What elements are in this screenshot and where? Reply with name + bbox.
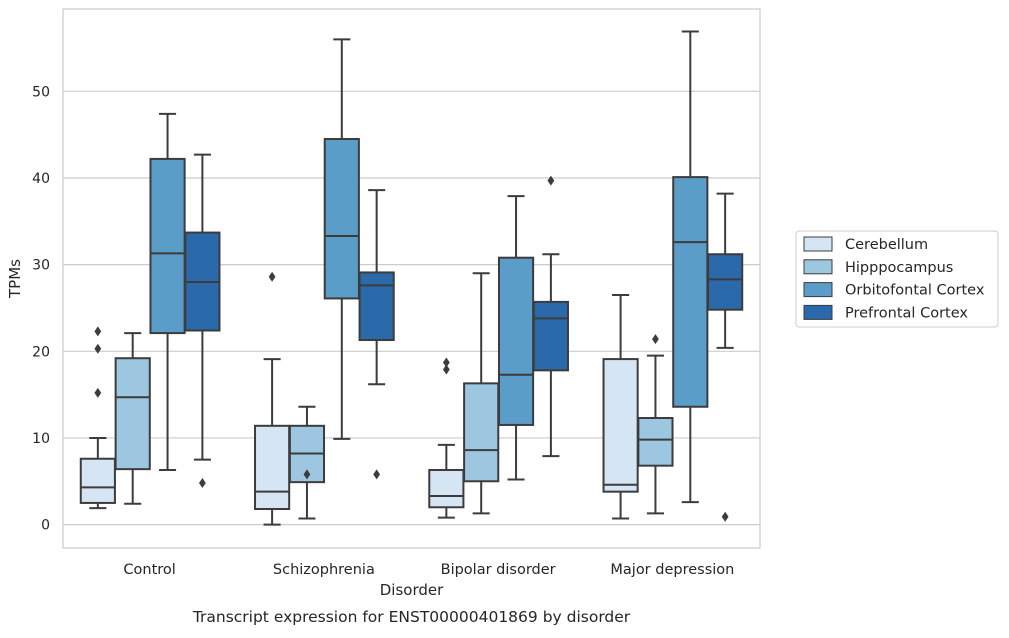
box-orbitofontal-cortex <box>672 30 709 504</box>
box-iqr <box>463 382 500 483</box>
legend-label: Hipppocampus <box>845 260 953 276</box>
plot-frame <box>62 8 761 549</box>
box-hipppocampus <box>463 272 500 515</box>
legend-label: Prefrontal Cortex <box>845 305 968 321</box>
box-iqr <box>672 176 709 408</box>
y-tick-label: 40 <box>32 171 50 187</box>
y-axis-ticks: 0 10 20 30 40 50 <box>32 84 50 533</box>
x-tick-label: Major depression <box>610 562 734 578</box>
box-iqr <box>497 256 535 426</box>
x-axis-ticks: Control Schizophrenia Bipolar disorder Majo… <box>123 562 734 578</box>
y-tick-label: 30 <box>32 258 50 274</box>
outlier-point <box>721 511 729 522</box>
box-cerebellum <box>428 357 465 519</box>
x-axis-label: Disorder <box>380 581 444 599</box>
box-iqr <box>114 357 151 471</box>
y-tick-label: 50 <box>32 84 50 100</box>
y-tick-label: 10 <box>32 431 50 447</box>
outlier-point <box>268 271 276 282</box>
outlier-point <box>303 469 311 480</box>
box-cerebellum <box>79 326 116 510</box>
legend-swatch <box>803 259 833 275</box>
outlier-point <box>373 469 381 480</box>
x-tick-label: Control <box>123 562 175 578</box>
x-tick-label: Bipolar disorder <box>441 562 556 578</box>
box-prefrontal-cortex <box>358 189 395 480</box>
outlier-point <box>94 343 102 354</box>
box-iqr <box>637 417 674 467</box>
box-iqr <box>149 157 186 335</box>
boxes <box>79 30 744 526</box>
outlier-point <box>199 478 206 489</box>
box-hipppocampus <box>288 405 326 520</box>
box-hipppocampus <box>637 334 674 515</box>
y-tick-label: 0 <box>41 518 50 534</box>
outlier-point <box>94 387 102 398</box>
box-hipppocampus <box>114 332 151 505</box>
box-iqr <box>254 424 291 511</box>
box-iqr <box>532 300 569 372</box>
legend: Cerebellum Hipppocampus Orbitofontal Corte… <box>795 230 999 328</box>
outlier-point <box>547 175 555 186</box>
y-axis-label: TPMs <box>6 259 24 299</box>
box-iqr <box>707 253 744 311</box>
legend-swatch <box>803 282 833 298</box>
box-orbitofontal-cortex <box>323 38 360 440</box>
box-prefrontal-cortex <box>184 153 221 489</box>
legend-swatch <box>803 304 833 320</box>
legend-label: Orbitofontal Cortex <box>845 283 985 299</box>
box-iqr <box>428 469 465 509</box>
box-orbitofontal-cortex <box>497 195 535 481</box>
box-iqr <box>358 271 395 342</box>
box-iqr <box>323 137 360 300</box>
x-tick-label: Schizophrenia <box>273 562 375 578</box>
box-iqr <box>79 457 116 504</box>
legend-label: Cerebellum <box>845 237 928 253</box>
box-iqr <box>602 358 639 493</box>
box-orbitofontal-cortex <box>149 112 186 472</box>
outlier-point <box>94 326 102 337</box>
box-prefrontal-cortex <box>707 192 744 522</box>
legend-frame <box>795 230 999 328</box>
outlier-point <box>652 334 659 345</box>
box-prefrontal-cortex <box>532 175 569 458</box>
y-tick-label: 20 <box>32 344 50 360</box>
chart-caption: Transcript expression for ENST0000040186… <box>192 608 631 626</box>
box-cerebellum <box>602 293 639 520</box>
outlier-point <box>442 364 450 375</box>
legend-items: Cerebellum Hipppocampus Orbitofontal Corte… <box>803 236 985 321</box>
legend-swatch <box>803 236 833 252</box>
box-cerebellum <box>254 271 291 526</box>
outlier-point <box>442 357 450 368</box>
